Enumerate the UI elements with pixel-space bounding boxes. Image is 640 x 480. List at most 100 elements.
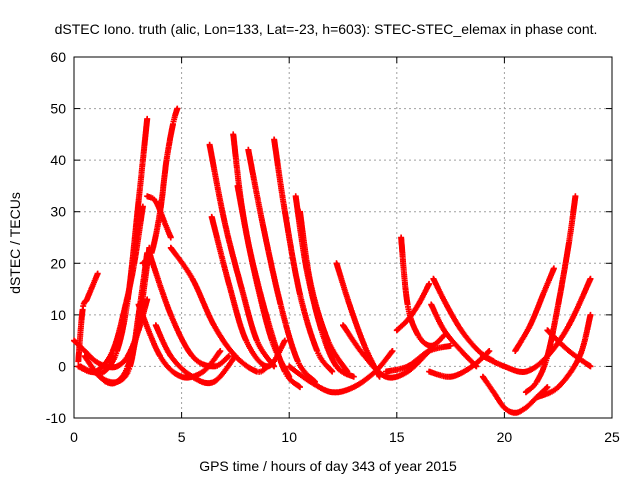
data-point [294, 195, 297, 198]
data-point [535, 380, 538, 384]
data-point [137, 200, 140, 203]
data-point [557, 303, 560, 306]
data-point [169, 246, 173, 250]
data-point [406, 318, 409, 322]
data-point [331, 391, 334, 394]
series-19 [297, 208, 351, 375]
data-point [541, 293, 545, 296]
data-point [298, 210, 302, 213]
data-point [163, 220, 166, 224]
series-28 [426, 348, 493, 380]
data-point [236, 184, 239, 188]
data-point [406, 365, 409, 368]
series-27 [428, 301, 480, 370]
data-point [341, 323, 345, 327]
data-point [169, 236, 173, 239]
data-point [335, 262, 338, 265]
data-point [145, 117, 149, 121]
data-point [445, 303, 448, 306]
data-point [503, 365, 506, 368]
data-point [169, 354, 173, 358]
data-point [191, 277, 194, 280]
data-point [244, 339, 248, 342]
data-point [309, 380, 312, 384]
y-tick-label: 40 [50, 152, 66, 168]
data-point [255, 370, 259, 373]
data-point [449, 344, 452, 347]
data-point [171, 122, 175, 126]
data-point [283, 339, 287, 342]
data-point [352, 385, 355, 389]
data-point [335, 365, 338, 368]
x-tick-label: 25 [604, 429, 620, 445]
data-point [210, 215, 213, 219]
data-point [384, 375, 388, 378]
data-point [427, 282, 431, 286]
data-point [219, 349, 222, 353]
data-point [430, 303, 433, 306]
data-point [208, 143, 211, 146]
data-point [247, 148, 250, 152]
series-30 [479, 275, 594, 375]
data-point [326, 339, 330, 342]
data-marks [71, 105, 594, 416]
series-23 [398, 234, 448, 349]
data-point [417, 334, 420, 337]
data-point [331, 370, 334, 373]
y-tick-label: 0 [58, 358, 66, 374]
data-point [417, 303, 420, 306]
data-point [227, 282, 231, 286]
series-25-markers [383, 342, 454, 375]
data-point [589, 365, 592, 368]
y-axis-label: dSTEC / TECUs [7, 192, 23, 294]
data-point [191, 354, 194, 358]
data-point [191, 375, 194, 378]
data-point [111, 349, 114, 353]
series-33 [533, 311, 594, 401]
series-15 [234, 182, 303, 391]
data-point [546, 329, 549, 332]
data-point [481, 354, 485, 358]
data-point [227, 354, 231, 358]
data-point [427, 349, 431, 353]
data-point [83, 354, 86, 358]
data-point [249, 251, 252, 255]
data-point [352, 375, 355, 378]
data-point [212, 323, 216, 327]
x-tick-label: 15 [389, 429, 405, 445]
y-tick-label: -10 [46, 410, 66, 426]
data-point [363, 354, 366, 358]
data-point [154, 200, 157, 203]
data-point [546, 385, 549, 389]
data-point [272, 138, 276, 141]
data-point [348, 303, 351, 306]
x-tick-label: 0 [70, 429, 78, 445]
data-point [298, 293, 302, 296]
data-point [137, 323, 140, 327]
data-point [77, 360, 80, 363]
data-point [145, 195, 149, 198]
series-7 [144, 193, 174, 241]
series-24 [393, 280, 433, 334]
data-point [574, 195, 577, 198]
series-31 [522, 193, 579, 396]
data-point [395, 329, 398, 332]
data-point [589, 277, 592, 280]
data-point [513, 349, 517, 353]
data-point [363, 344, 366, 347]
series-1-markers [75, 270, 101, 365]
y-tick-label: 20 [50, 255, 66, 271]
series-17 [271, 136, 336, 375]
data-point [524, 391, 528, 394]
data-point [272, 365, 276, 368]
data-point [492, 391, 495, 394]
chart-title: dSTEC Iono. truth (alic, Lon=133, Lat=-2… [55, 21, 598, 37]
data-point [567, 349, 571, 353]
series-13 [208, 213, 288, 370]
grid [74, 57, 612, 418]
data-point [115, 380, 119, 384]
data-point [460, 329, 463, 332]
data-point [589, 313, 592, 317]
data-point [176, 107, 179, 110]
